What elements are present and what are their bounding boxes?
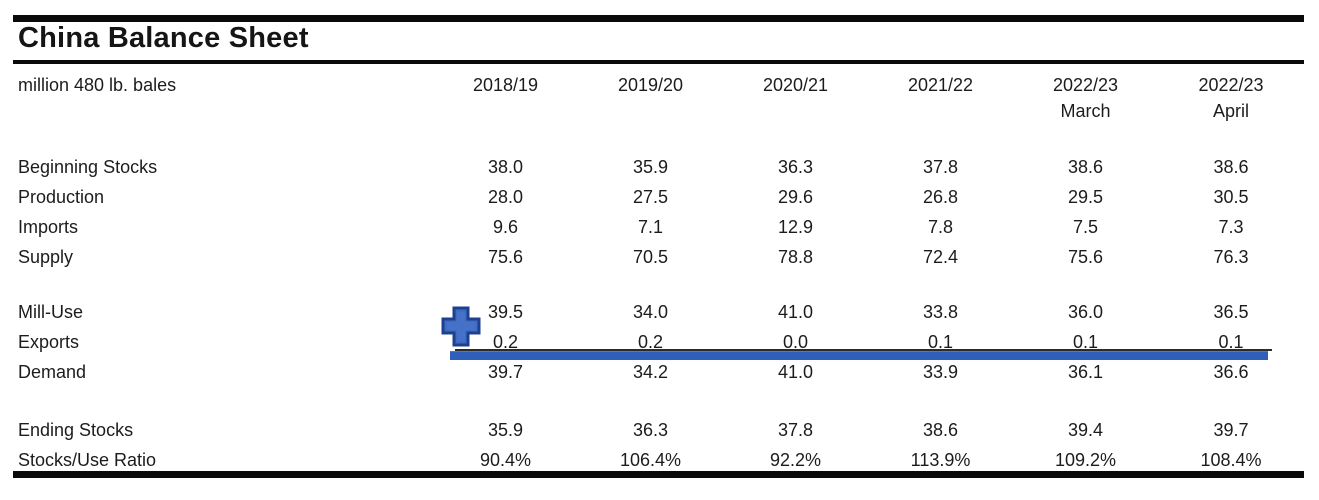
cell: 37.8	[777, 420, 814, 440]
row-label: Beginning Stocks	[18, 157, 158, 177]
row-label: Exports	[18, 332, 80, 352]
cell: 29.5	[1067, 187, 1104, 207]
cell: 106.4%	[619, 450, 682, 470]
spacer-row	[13, 272, 1304, 297]
column-header: 2020/21	[762, 75, 829, 95]
cell: 38.0	[487, 157, 524, 177]
cell: 41.0	[777, 302, 814, 322]
cell: 78.8	[777, 247, 814, 267]
cell: 37.8	[922, 157, 959, 177]
row-label: Stocks/Use Ratio	[18, 450, 157, 470]
subtotal-rule	[455, 349, 1272, 351]
column-subheader: March	[1060, 101, 1111, 121]
cell: 7.5	[1072, 217, 1099, 237]
cell: 7.1	[637, 217, 664, 237]
cell: 90.4%	[479, 450, 532, 470]
cell: 35.9	[632, 157, 669, 177]
cell: 39.4	[1067, 420, 1104, 440]
header-row-years: million 480 lb. bales 2018/19 2019/20 20…	[13, 70, 1304, 100]
column-subheader: April	[1212, 101, 1249, 121]
cell: 27.5	[632, 187, 669, 207]
column-header: 2022/23	[1052, 75, 1119, 95]
balance-sheet-table: million 480 lb. bales 2018/19 2019/20 20…	[13, 70, 1304, 475]
cell: 0.1	[1218, 332, 1244, 352]
header-row-months: March April	[13, 100, 1304, 126]
table-row: Exports 0.2 0.2 0.0 0.1 0.1 0.1	[13, 327, 1304, 357]
column-header: 2022/23	[1198, 75, 1264, 95]
cell: 9.6	[492, 217, 519, 237]
column-header: 2019/20	[617, 75, 684, 95]
cell: 36.0	[1067, 302, 1104, 322]
table-row: Stocks/Use Ratio 90.4% 106.4% 92.2% 113.…	[13, 445, 1304, 475]
row-label: Demand	[18, 362, 87, 382]
top-rule	[13, 15, 1304, 22]
cell: 38.6	[1067, 157, 1104, 177]
column-subheader	[433, 100, 578, 126]
cell: 39.7	[487, 362, 524, 382]
cell: 72.4	[922, 247, 959, 267]
cell: 7.8	[927, 217, 954, 237]
annotation-line[interactable]	[450, 351, 1268, 360]
column-header: 2018/19	[472, 75, 539, 95]
row-label: Ending Stocks	[18, 420, 134, 440]
cell: 29.6	[777, 187, 814, 207]
cell: 75.6	[1067, 247, 1104, 267]
bottom-rule	[13, 471, 1304, 478]
cell: 36.5	[1213, 302, 1249, 322]
plus-crosshair-cursor-icon	[441, 306, 481, 347]
row-label: Production	[18, 187, 105, 207]
cell: 113.9%	[910, 450, 971, 470]
cell: 33.8	[922, 302, 959, 322]
spacer-row	[13, 126, 1304, 152]
cell: 38.6	[1213, 157, 1249, 177]
cell: 36.6	[1213, 362, 1249, 382]
table-row: Ending Stocks 35.9 36.3 37.8 38.6 39.4 3…	[13, 415, 1304, 445]
spacer-row	[13, 387, 1304, 415]
cell: 0.0	[782, 332, 809, 352]
table-row: Mill-Use 39.5 34.0 41.0 33.8 36.0 36.5	[13, 297, 1304, 327]
cell: 30.5	[1213, 187, 1249, 207]
cell: 76.3	[1213, 247, 1249, 267]
cell: 35.9	[487, 420, 524, 440]
cell: 36.3	[632, 420, 669, 440]
cell: 108.4%	[1200, 450, 1262, 470]
unit-label: million 480 lb. bales	[18, 75, 177, 95]
cell: 12.9	[777, 217, 814, 237]
column-subheader	[868, 100, 1013, 126]
cell: 34.2	[632, 362, 669, 382]
cell: 34.0	[632, 302, 669, 322]
cell: 92.2%	[769, 450, 822, 470]
cell: 33.9	[922, 362, 959, 382]
cell: 0.1	[927, 332, 954, 352]
table-row: Beginning Stocks 38.0 35.9 36.3 37.8 38.…	[13, 152, 1304, 182]
table-row: Supply 75.6 70.5 78.8 72.4 75.6 76.3	[13, 242, 1304, 272]
cell: 36.3	[777, 157, 814, 177]
cell: 28.0	[487, 187, 524, 207]
table-row: Demand 39.7 34.2 41.0 33.9 36.1 36.6	[13, 357, 1304, 387]
column-header: 2021/22	[907, 75, 974, 95]
cell: 70.5	[632, 247, 669, 267]
cell: 38.6	[922, 420, 959, 440]
title-underline-rule	[13, 60, 1304, 64]
cell: 39.5	[487, 302, 524, 322]
row-label: Supply	[18, 247, 74, 267]
cell: 109.2%	[1054, 450, 1117, 470]
cell: 26.8	[922, 187, 959, 207]
page-title: China Balance Sheet	[18, 22, 309, 54]
cell: 7.3	[1218, 217, 1244, 237]
cell: 39.7	[1213, 420, 1249, 440]
table-row: Production 28.0 27.5 29.6 26.8 29.5 30.5	[13, 182, 1304, 212]
cell: 0.1	[1072, 332, 1099, 352]
row-label: Imports	[18, 217, 79, 237]
cell: 0.2	[492, 332, 519, 352]
column-subheader	[578, 100, 723, 126]
cell: 41.0	[777, 362, 814, 382]
cell: 36.1	[1067, 362, 1104, 382]
table-row: Imports 9.6 7.1 12.9 7.8 7.5 7.3	[13, 212, 1304, 242]
cell: 0.2	[637, 332, 664, 352]
cell: 75.6	[487, 247, 524, 267]
column-subheader	[723, 100, 868, 126]
row-label: Mill-Use	[18, 302, 83, 322]
